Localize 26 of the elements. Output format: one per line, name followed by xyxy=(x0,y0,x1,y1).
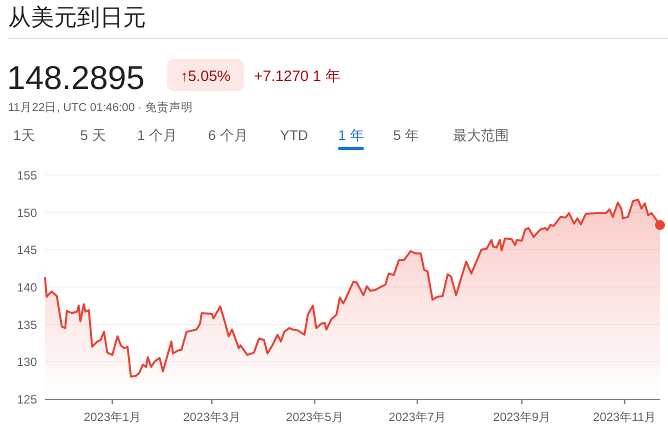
y-tick-label: 150 xyxy=(16,206,38,220)
text: 1天 xyxy=(13,127,35,143)
text: 148.2895 xyxy=(7,59,145,96)
text: YTD xyxy=(280,127,308,143)
y-tick-label: 155 xyxy=(16,168,38,182)
chart-title: 从美元到日元 xyxy=(8,4,146,30)
y-tick-label: 145 xyxy=(16,243,38,258)
y-tick-label: 140 xyxy=(16,280,38,294)
x-tick-label: 2023年9月 xyxy=(493,410,551,424)
y-tick-label: 125 xyxy=(16,392,38,406)
y-tick-label: 130 xyxy=(16,355,38,370)
x-tick-label: 2023年1月 xyxy=(84,410,142,424)
x-tick-label: 2023年11月 xyxy=(593,410,656,424)
text: 1 个月 xyxy=(137,127,177,143)
text: ↑5.05% xyxy=(180,68,231,85)
x-tick-label: 2023年5月 xyxy=(286,410,344,424)
text: 6 个月 xyxy=(208,127,248,143)
text: 1 年 xyxy=(338,127,364,143)
text: 5 天 xyxy=(80,127,106,143)
text: +7.1270 1 年 xyxy=(254,68,340,85)
x-tick-label: 2023年3月 xyxy=(183,410,240,424)
y-tick-label: 135 xyxy=(16,318,38,332)
text: 11月22日, UTC 01:46:00 · 免责声明 xyxy=(8,101,193,114)
text: 最大范围 xyxy=(453,127,509,143)
x-tick-label: 2023年7月 xyxy=(388,410,446,424)
text: 5 年 xyxy=(393,127,419,143)
